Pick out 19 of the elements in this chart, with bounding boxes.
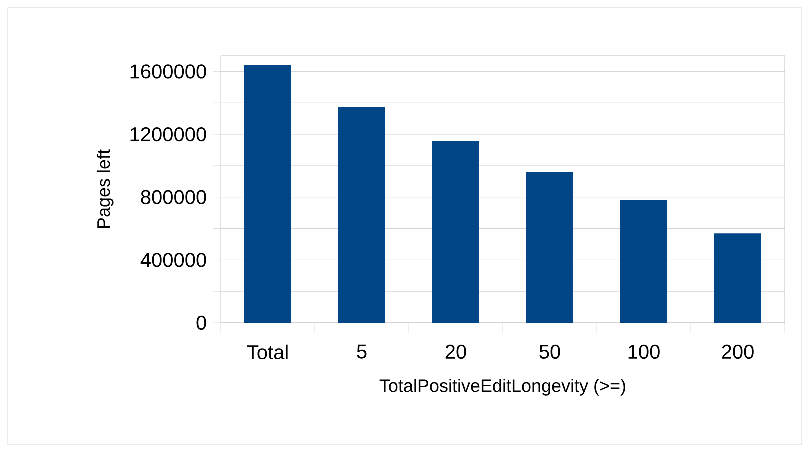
x-tick-label: 20 (446, 344, 466, 360)
x-tick-label: 50 (540, 344, 560, 360)
y-tick-label: 0 (196, 316, 206, 330)
x-tick-label: 100 (628, 344, 660, 360)
y-tick-label: 800000 (141, 190, 206, 204)
y-tick-label: 1600000 (130, 64, 206, 79)
bar (714, 234, 762, 323)
x-tick-label: 200 (722, 344, 754, 360)
bar (620, 200, 668, 323)
x-tick-label: Total (247, 344, 288, 360)
bar (526, 172, 574, 323)
bar (244, 65, 292, 323)
x-axis-title: TotalPositiveEditLongevity (>=) (380, 379, 626, 396)
x-tick-label: 5 (357, 344, 367, 359)
y-axis-title: Pages left (96, 150, 114, 228)
y-tick-label: 400000 (140, 253, 206, 268)
bar (432, 141, 480, 323)
y-tick-label: 1200000 (130, 127, 206, 142)
bar (338, 107, 386, 323)
